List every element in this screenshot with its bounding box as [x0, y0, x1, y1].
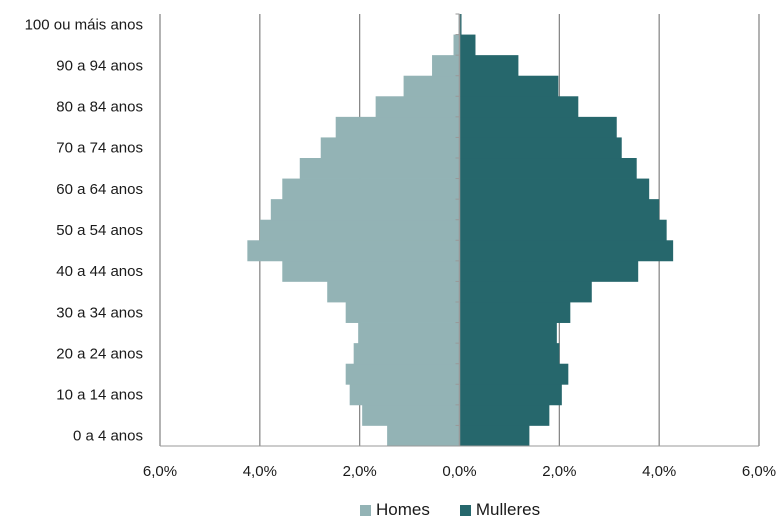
x-tick-label: 6,0%: [143, 463, 177, 480]
bar-mulleres: [459, 199, 660, 221]
bar-mulleres: [459, 260, 639, 282]
bar-mulleres: [459, 116, 617, 138]
legend-swatch-homes: [360, 504, 371, 516]
bar-homes: [247, 240, 460, 262]
bar-mulleres: [459, 363, 569, 385]
bar-mulleres: [459, 322, 557, 344]
x-tick-label: 4,0%: [642, 463, 676, 480]
bar-mulleres: [459, 219, 667, 241]
legend-label-mulleres: Mulleres: [475, 500, 541, 519]
bar-homes: [282, 260, 460, 282]
x-tick-label: 2,0%: [343, 463, 377, 480]
x-tick-label: 2,0%: [542, 463, 576, 480]
x-tick-label: 6,0%: [742, 463, 776, 480]
y-category-label: 80 a 84 anos: [56, 99, 143, 116]
bar-mulleres: [459, 343, 560, 365]
bar-homes: [335, 116, 460, 138]
x-tick-label: 0,0%: [442, 463, 476, 480]
bar-mulleres: [459, 158, 637, 179]
bar-homes: [353, 343, 460, 365]
y-category-label: 30 a 34 anos: [56, 304, 143, 321]
y-category-label: 70 a 74 anos: [56, 140, 143, 157]
bar-mulleres: [459, 178, 650, 200]
y-category-label: 60 a 64 anos: [56, 181, 143, 198]
bar-homes: [282, 178, 460, 200]
bar-homes: [270, 199, 460, 221]
bar-mulleres: [459, 240, 674, 262]
legend-label-homes: Homes: [376, 500, 430, 519]
bar-homes: [345, 363, 460, 385]
legend-item-mulleres: Mulleres: [459, 500, 541, 520]
bar-homes: [345, 302, 460, 323]
x-tick-label: 4,0%: [243, 463, 277, 480]
bar-mulleres: [459, 384, 562, 406]
bar-mulleres: [459, 96, 579, 118]
bar-mulleres: [459, 425, 530, 447]
y-category-label: 40 a 44 anos: [56, 263, 143, 280]
legend-item-homes: Homes: [360, 500, 430, 520]
y-category-label: 90 a 94 anos: [56, 57, 143, 74]
bar-homes: [387, 425, 460, 447]
bar-mulleres: [459, 55, 519, 77]
y-category-label: 0 a 4 anos: [73, 428, 143, 445]
y-category-label: 10 a 14 anos: [56, 387, 143, 404]
y-category-label: 100 ou máis anos: [25, 16, 143, 33]
bar-homes: [432, 55, 460, 77]
bar-homes: [299, 158, 460, 179]
legend-swatch-mulleres: [459, 504, 471, 516]
bar-homes: [320, 137, 460, 159]
y-category-label: 50 a 54 anos: [56, 222, 143, 239]
bar-homes: [453, 34, 460, 56]
bar-mulleres: [459, 281, 592, 303]
bar-homes: [375, 96, 460, 118]
bar-homes: [358, 322, 460, 344]
y-category-label: 20 a 24 anos: [56, 345, 143, 362]
bar-mulleres: [459, 75, 559, 97]
bar-homes: [327, 281, 460, 303]
bar-homes: [259, 219, 460, 241]
bar-mulleres: [459, 302, 571, 323]
bar-homes: [403, 75, 460, 97]
bar-homes: [362, 404, 460, 426]
bar-homes: [349, 384, 460, 406]
legend: Homes Mulleres: [360, 500, 540, 520]
bar-mulleres: [459, 404, 550, 426]
bar-mulleres: [459, 34, 476, 56]
bar-mulleres: [459, 14, 462, 35]
bar-mulleres: [459, 137, 622, 159]
